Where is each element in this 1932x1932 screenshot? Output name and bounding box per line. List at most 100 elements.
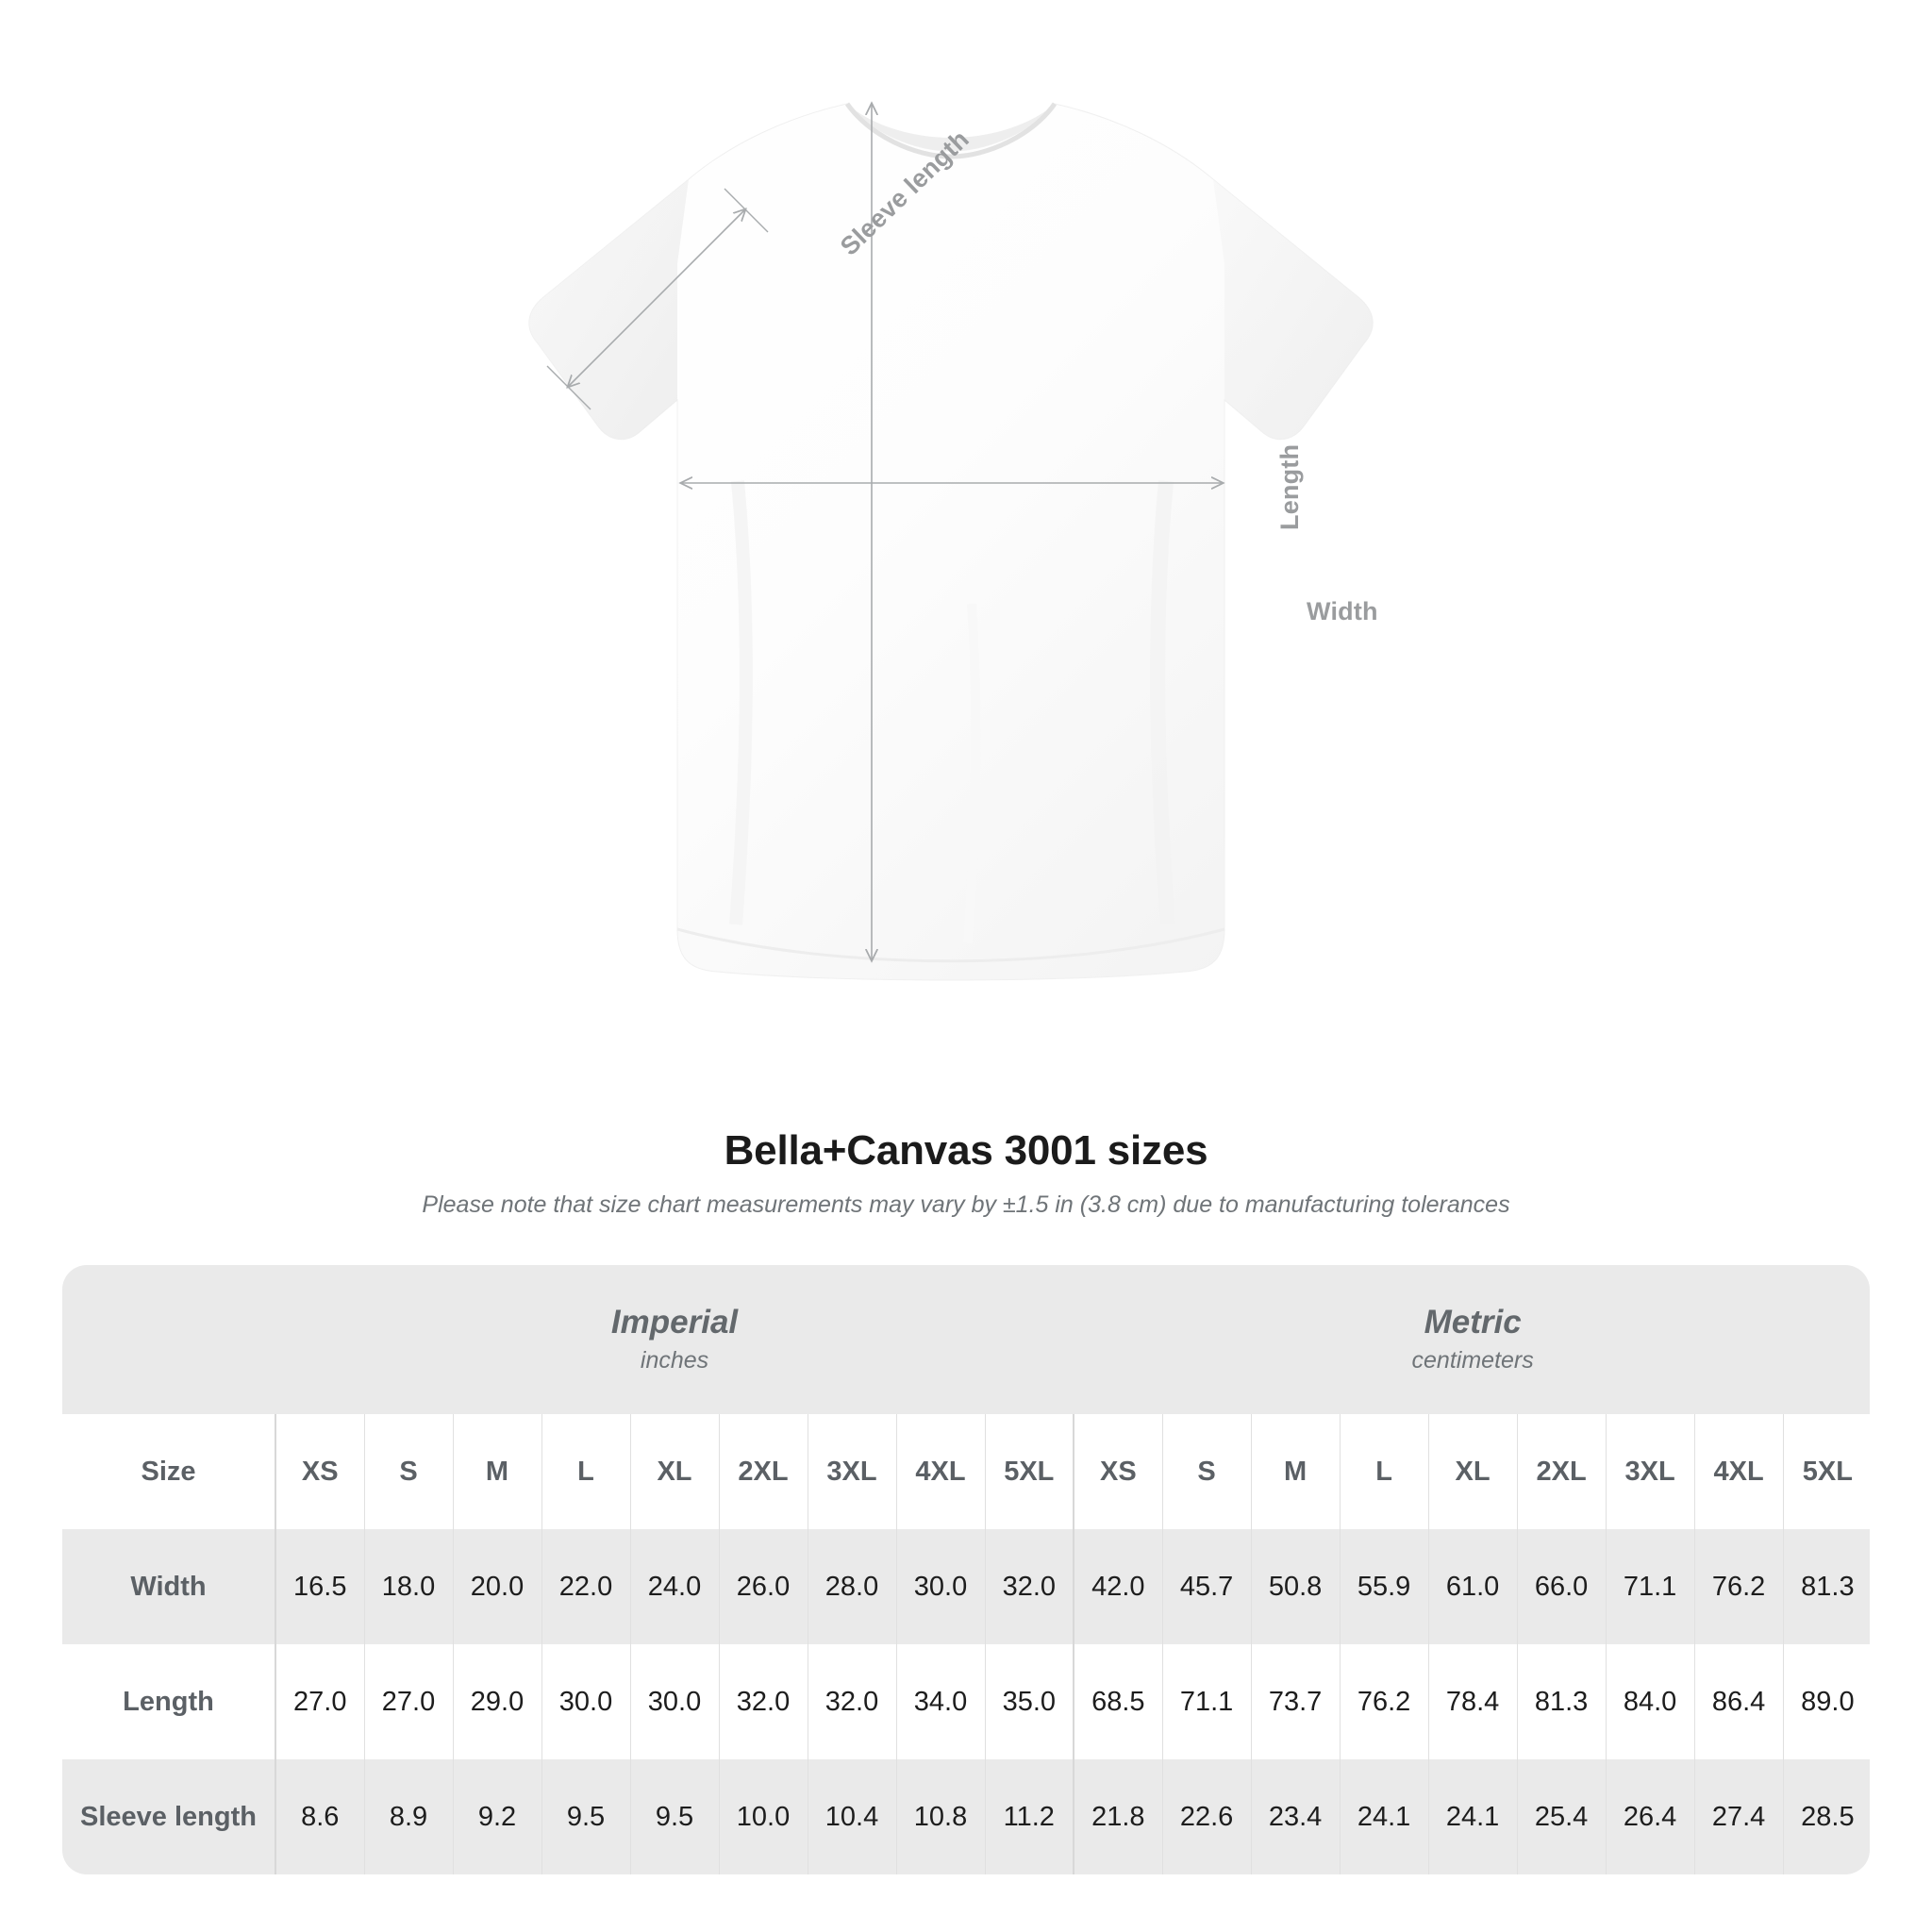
cell-width-metric-m: 50.8 [1250, 1529, 1341, 1644]
cell-sleeve-length-imperial-xl: 9.5 [629, 1759, 719, 1874]
cell-width-imperial-4xl: 30.0 [895, 1529, 985, 1644]
page-title: Bella+Canvas 3001 sizes [724, 1127, 1208, 1174]
size-header-metric-xl: XL [1427, 1414, 1518, 1529]
cell-width-metric-s: 45.7 [1161, 1529, 1252, 1644]
size-table-container: Imperial inches Metric centimeters Size XS S M L… [62, 1265, 1870, 1874]
cell-length-metric-m: 73.7 [1250, 1644, 1341, 1759]
cell-width-imperial-m: 20.0 [452, 1529, 541, 1644]
cell-sleeve-length-imperial-l: 9.5 [541, 1759, 630, 1874]
table-row: Sleeve length 8.6 8.9 9.2 9.5 9.5 10.0 10.4 10.8… [62, 1759, 1870, 1874]
sleeve-length-arrow [546, 188, 769, 410]
cell-sleeve-length-metric-l: 24.1 [1339, 1759, 1429, 1874]
size-header-imperial-s: S [363, 1414, 453, 1529]
table-row: Width 16.5 18.0 20.0 22.0 24.0 26.0 28.0 30.0 32.… [62, 1529, 1870, 1644]
metric-unit-header: Metric centimeters [1074, 1265, 1870, 1414]
size-header-imperial-l: L [541, 1414, 630, 1529]
cell-sleeve-length-imperial-5xl: 11.2 [984, 1759, 1074, 1874]
cell-length-metric-5xl: 89.0 [1782, 1644, 1870, 1759]
imperial-unit-header-sub: inches [640, 1346, 709, 1374]
tshirt-svg [528, 75, 1374, 981]
cell-width-metric-4xl: 76.2 [1693, 1529, 1784, 1644]
size-header-imperial-xl: XL [629, 1414, 719, 1529]
cell-length-metric-3xl: 84.0 [1605, 1644, 1695, 1759]
cell-length-imperial-s: 27.0 [363, 1644, 453, 1759]
cell-length-imperial-xs: 27.0 [275, 1644, 364, 1759]
cell-width-metric-3xl: 71.1 [1605, 1529, 1695, 1644]
size-header-metric-5xl: 5XL [1782, 1414, 1870, 1529]
cell-width-imperial-2xl: 26.0 [718, 1529, 808, 1644]
size-header-label: Size [62, 1414, 275, 1529]
metric-unit-header-name: Metric [1424, 1303, 1522, 1341]
row-header-width: Width [62, 1529, 275, 1644]
cell-sleeve-length-metric-xl: 24.1 [1427, 1759, 1518, 1874]
cell-sleeve-length-imperial-xs: 8.6 [275, 1759, 364, 1874]
size-header-metric-m: M [1250, 1414, 1341, 1529]
size-header-imperial-2xl: 2XL [718, 1414, 808, 1529]
cell-length-imperial-xl: 30.0 [629, 1644, 719, 1759]
tshirt-illustration: Sleeve length Length Width [406, 75, 1481, 1047]
cell-width-imperial-5xl: 32.0 [984, 1529, 1074, 1644]
cell-length-imperial-2xl: 32.0 [718, 1644, 808, 1759]
cell-sleeve-length-metric-3xl: 26.4 [1605, 1759, 1695, 1874]
cell-sleeve-length-metric-5xl: 28.5 [1782, 1759, 1870, 1874]
page-subtitle: Please note that size chart measurements… [422, 1191, 1510, 1218]
size-header-imperial-4xl: 4XL [895, 1414, 985, 1529]
cell-width-metric-l: 55.9 [1339, 1529, 1429, 1644]
cell-sleeve-length-metric-m: 23.4 [1250, 1759, 1341, 1874]
row-header-sleeve-length: Sleeve length [62, 1759, 275, 1874]
cell-sleeve-length-imperial-3xl: 10.4 [807, 1759, 896, 1874]
cell-length-metric-l: 76.2 [1339, 1644, 1429, 1759]
cell-width-imperial-xs: 16.5 [275, 1529, 364, 1644]
cell-length-metric-xl: 78.4 [1427, 1644, 1518, 1759]
size-header-imperial-xs: XS [275, 1414, 364, 1529]
size-header-imperial-5xl: 5XL [984, 1414, 1074, 1529]
size-header-metric-s: S [1161, 1414, 1252, 1529]
cell-sleeve-length-imperial-4xl: 10.8 [895, 1759, 985, 1874]
title-block: Bella+Canvas 3001 sizes Please note that… [0, 1127, 1932, 1219]
cell-width-metric-xl: 61.0 [1427, 1529, 1518, 1644]
size-header-imperial-m: M [452, 1414, 541, 1529]
cell-width-metric-xs: 42.0 [1073, 1529, 1163, 1644]
cell-sleeve-length-imperial-2xl: 10.0 [718, 1759, 808, 1874]
cell-length-metric-s: 71.1 [1161, 1644, 1252, 1759]
cell-length-imperial-m: 29.0 [452, 1644, 541, 1759]
unit-band-row: Imperial inches Metric centimeters [62, 1265, 1870, 1414]
cell-length-imperial-5xl: 35.0 [984, 1644, 1074, 1759]
cell-length-metric-2xl: 81.3 [1516, 1644, 1607, 1759]
cell-length-metric-4xl: 86.4 [1693, 1644, 1784, 1759]
imperial-unit-header: Imperial inches [275, 1265, 1074, 1414]
size-header-metric-3xl: 3XL [1605, 1414, 1695, 1529]
cell-sleeve-length-metric-4xl: 27.4 [1693, 1759, 1784, 1874]
cell-sleeve-length-metric-s: 22.6 [1161, 1759, 1252, 1874]
metric-unit-header-sub: centimeters [1411, 1346, 1534, 1374]
cell-width-imperial-l: 22.0 [541, 1529, 630, 1644]
width-label: Width [1307, 597, 1378, 625]
cell-width-imperial-3xl: 28.0 [807, 1529, 896, 1644]
size-header-imperial-3xl: 3XL [807, 1414, 896, 1529]
cell-width-metric-5xl: 81.3 [1782, 1529, 1870, 1644]
size-table: Imperial inches Metric centimeters Size XS S M L… [62, 1265, 1870, 1874]
cell-length-metric-xs: 68.5 [1073, 1644, 1163, 1759]
size-header-row: Size XS S M L XL 2XL 3XL 4XL 5XL XS S M L XL 2XL 3XL 4XL 5… [62, 1414, 1870, 1529]
cell-sleeve-length-metric-xs: 21.8 [1073, 1759, 1163, 1874]
length-label: Length [1275, 443, 1304, 530]
cell-length-imperial-3xl: 32.0 [807, 1644, 896, 1759]
size-header-metric-2xl: 2XL [1516, 1414, 1607, 1529]
cell-length-imperial-l: 30.0 [541, 1644, 630, 1759]
shirt-body [528, 102, 1374, 981]
size-header-metric-xs: XS [1073, 1414, 1163, 1529]
imperial-unit-header-name: Imperial [610, 1303, 739, 1341]
size-header-metric-l: L [1339, 1414, 1429, 1529]
row-header-length: Length [62, 1644, 275, 1759]
cell-width-imperial-s: 18.0 [363, 1529, 453, 1644]
cell-sleeve-length-metric-2xl: 25.4 [1516, 1759, 1607, 1874]
cell-sleeve-length-imperial-s: 8.9 [363, 1759, 453, 1874]
tshirt-diagram: Sleeve length Length Width [406, 0, 1481, 1047]
table-row: Length 27.0 27.0 29.0 30.0 30.0 32.0 32.0 34.0 35… [62, 1644, 1870, 1759]
cell-length-imperial-4xl: 34.0 [895, 1644, 985, 1759]
cell-sleeve-length-imperial-m: 9.2 [452, 1759, 541, 1874]
cell-width-imperial-xl: 24.0 [629, 1529, 719, 1644]
size-header-metric-4xl: 4XL [1693, 1414, 1784, 1529]
unit-band-spacer [62, 1265, 275, 1414]
